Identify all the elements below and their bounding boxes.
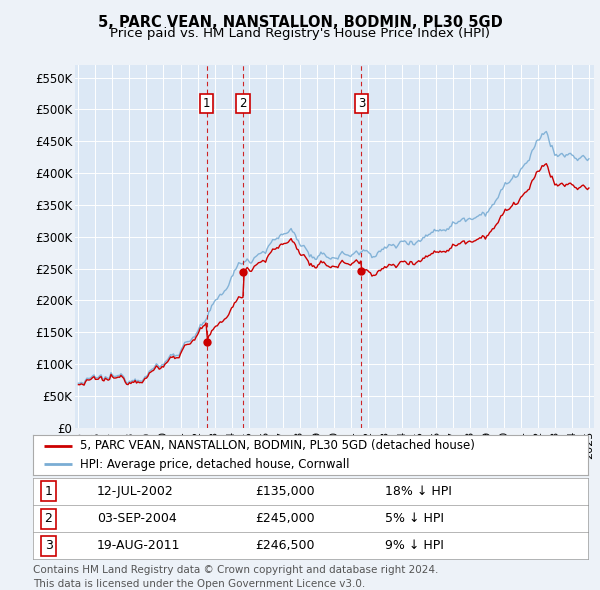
Text: 2: 2 (44, 512, 52, 525)
Text: 5, PARC VEAN, NANSTALLON, BODMIN, PL30 5GD: 5, PARC VEAN, NANSTALLON, BODMIN, PL30 5… (98, 15, 502, 30)
Text: £245,000: £245,000 (255, 512, 314, 525)
Text: 18% ↓ HPI: 18% ↓ HPI (385, 485, 452, 498)
Text: 19-AUG-2011: 19-AUG-2011 (97, 539, 181, 552)
Text: 3: 3 (358, 97, 365, 110)
Text: Contains HM Land Registry data © Crown copyright and database right 2024.
This d: Contains HM Land Registry data © Crown c… (33, 565, 439, 589)
Text: 3: 3 (44, 539, 52, 552)
Text: 1: 1 (44, 485, 52, 498)
Text: 5% ↓ HPI: 5% ↓ HPI (385, 512, 445, 525)
Text: HPI: Average price, detached house, Cornwall: HPI: Average price, detached house, Corn… (80, 458, 350, 471)
Text: 03-SEP-2004: 03-SEP-2004 (97, 512, 176, 525)
Text: 1: 1 (203, 97, 211, 110)
Text: 12-JUL-2002: 12-JUL-2002 (97, 485, 173, 498)
Text: 9% ↓ HPI: 9% ↓ HPI (385, 539, 444, 552)
Text: 2: 2 (239, 97, 247, 110)
Text: 5, PARC VEAN, NANSTALLON, BODMIN, PL30 5GD (detached house): 5, PARC VEAN, NANSTALLON, BODMIN, PL30 5… (80, 439, 475, 452)
Text: £246,500: £246,500 (255, 539, 314, 552)
Text: £135,000: £135,000 (255, 485, 314, 498)
Text: Price paid vs. HM Land Registry's House Price Index (HPI): Price paid vs. HM Land Registry's House … (110, 27, 490, 40)
